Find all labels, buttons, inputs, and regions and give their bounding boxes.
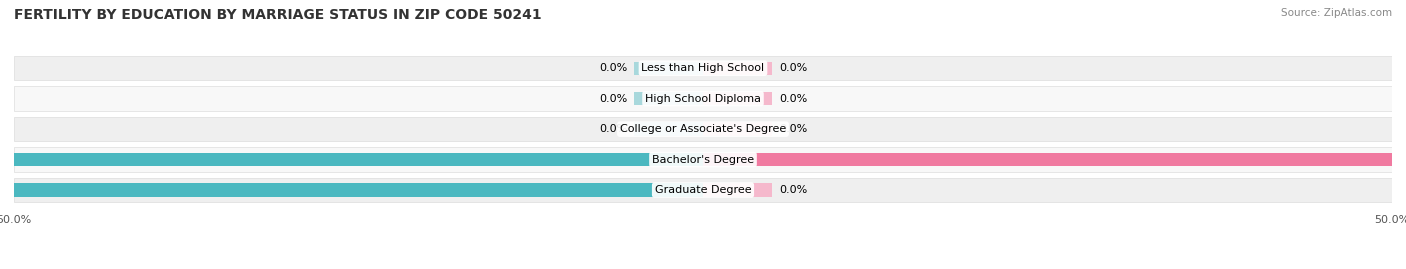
Bar <box>14 178 1392 202</box>
Text: Source: ZipAtlas.com: Source: ZipAtlas.com <box>1281 8 1392 18</box>
Text: Bachelor's Degree: Bachelor's Degree <box>652 155 754 165</box>
Text: 0.0%: 0.0% <box>779 94 807 104</box>
Text: 50.0%: 50.0% <box>0 155 7 165</box>
Text: Graduate Degree: Graduate Degree <box>655 185 751 195</box>
Text: 0.0%: 0.0% <box>599 63 627 73</box>
Bar <box>634 62 703 75</box>
Bar <box>703 183 772 197</box>
Text: 50.0%: 50.0% <box>1399 155 1406 165</box>
Text: 0.0%: 0.0% <box>599 94 627 104</box>
Text: 0.0%: 0.0% <box>599 124 627 134</box>
Text: FERTILITY BY EDUCATION BY MARRIAGE STATUS IN ZIP CODE 50241: FERTILITY BY EDUCATION BY MARRIAGE STATU… <box>14 8 541 22</box>
Text: 0.0%: 0.0% <box>779 63 807 73</box>
Text: 50.0%: 50.0% <box>0 185 7 195</box>
Bar <box>14 87 1392 111</box>
Bar <box>14 147 1392 172</box>
Bar <box>14 56 1392 80</box>
Bar <box>703 153 1392 166</box>
Bar <box>703 122 772 136</box>
Bar <box>703 62 772 75</box>
Bar <box>14 183 703 197</box>
Bar <box>634 122 703 136</box>
Text: Less than High School: Less than High School <box>641 63 765 73</box>
Bar <box>634 92 703 105</box>
Text: High School Diploma: High School Diploma <box>645 94 761 104</box>
Bar <box>14 153 703 166</box>
Text: 0.0%: 0.0% <box>779 124 807 134</box>
Bar <box>14 117 1392 141</box>
Text: College or Associate's Degree: College or Associate's Degree <box>620 124 786 134</box>
Bar <box>703 92 772 105</box>
Text: 0.0%: 0.0% <box>779 185 807 195</box>
